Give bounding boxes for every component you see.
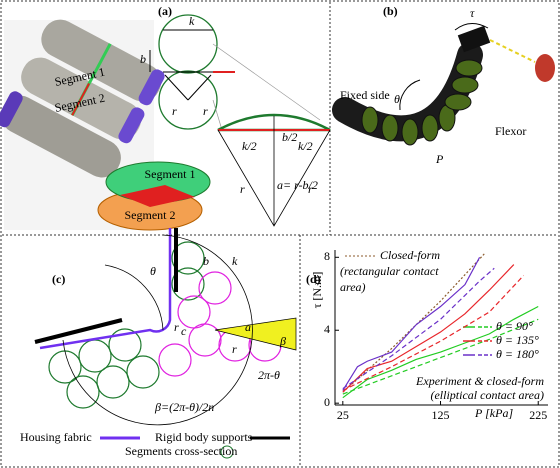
label: θ (394, 92, 400, 106)
label: c (181, 324, 187, 338)
label: τ (470, 6, 475, 20)
label: a (245, 320, 251, 334)
label: β (279, 334, 286, 348)
label: Flexor (495, 124, 526, 138)
y-tick-label: 0 (324, 395, 330, 409)
legend-label: θ = 135° (496, 333, 539, 347)
annotation: Closed-form (380, 248, 440, 262)
label: β=(2π-θ)/2n (154, 400, 214, 414)
label: r (308, 182, 313, 196)
label: θ (150, 264, 156, 278)
annotation: (elliptical contact area) (430, 388, 544, 402)
label: k (232, 254, 238, 268)
panel-label: (a) (158, 4, 172, 18)
label: r (232, 342, 237, 356)
label: k (189, 14, 195, 28)
label: r (240, 182, 245, 196)
label: b (140, 52, 146, 66)
y-axis-label: τ [N.m] (310, 272, 324, 309)
legend-label: θ = 90° (496, 319, 533, 333)
y-tick-label: 8 (324, 249, 330, 263)
x-tick-label: 125 (432, 408, 450, 422)
label: r (203, 104, 208, 118)
x-axis-label: P [kPa] (474, 406, 513, 420)
label: Fixed side (340, 88, 390, 102)
label: b/2 (282, 130, 297, 144)
legend-label: θ = 180° (496, 347, 539, 361)
label: P (435, 152, 444, 166)
figure: Segment 1 Segment 2 (a) k b r r b/2 k/2 … (0, 0, 560, 468)
label: k/2 (242, 139, 257, 153)
annotation: (rectangular contact (340, 264, 439, 278)
label: Segment 1 (145, 167, 196, 181)
label: Segment 2 (125, 208, 176, 222)
label: r (172, 104, 177, 118)
label: b (203, 254, 209, 268)
legend-label: Rigid body supports (155, 430, 253, 444)
label: r (174, 320, 179, 334)
panel-label: (b) (383, 4, 398, 18)
y-tick-label: 4 (324, 322, 330, 336)
legend-label: Housing fabric (20, 430, 92, 444)
annotation: Experiment & closed-form (415, 374, 544, 388)
panel-label: (c) (52, 272, 65, 286)
legend-label: Segments cross-section (125, 444, 237, 458)
label: 2π-θ (258, 368, 280, 382)
x-tick-label: 225 (529, 408, 547, 422)
annotation: area) (340, 280, 366, 294)
label: k/2 (298, 139, 313, 153)
x-tick-label: 25 (337, 408, 349, 422)
